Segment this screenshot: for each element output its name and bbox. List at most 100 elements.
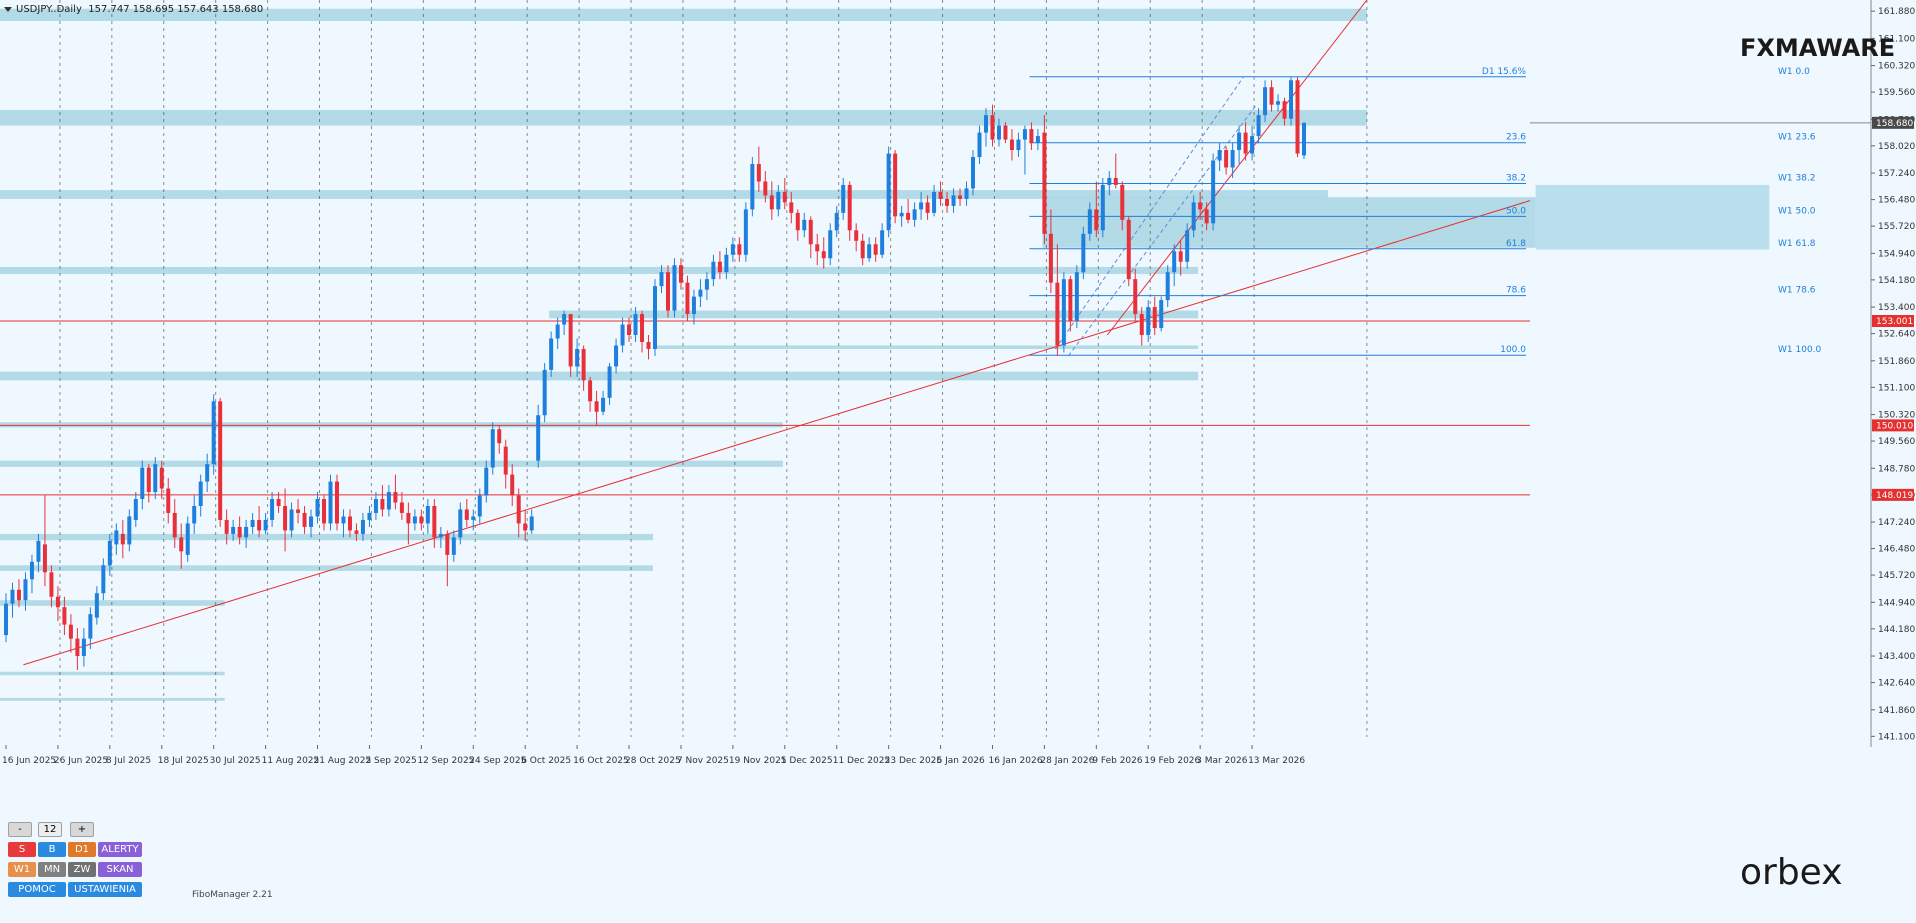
candle-body xyxy=(1295,80,1300,154)
candle xyxy=(133,492,138,527)
candle-body xyxy=(192,505,197,524)
candle xyxy=(406,502,411,545)
timeframe-mn-button[interactable]: MN xyxy=(38,862,66,877)
candle-body xyxy=(231,526,236,534)
x-tick-label: 11 Aug 2025 xyxy=(262,756,320,766)
candle xyxy=(893,150,898,224)
candle xyxy=(1068,275,1073,332)
y-tick-label: 144.940 xyxy=(1878,598,1915,608)
candle-body xyxy=(523,523,528,531)
fib-level-label: W1 50.0 xyxy=(1778,206,1816,216)
candle-body xyxy=(1074,272,1079,322)
help-button[interactable]: POMOC xyxy=(8,882,66,897)
candle-body xyxy=(68,624,73,639)
candle xyxy=(1217,143,1222,171)
y-tick-label: 156.480 xyxy=(1878,196,1915,206)
x-tick-label: 28 Jan 2026 xyxy=(1040,756,1094,766)
zw-button[interactable]: ZW xyxy=(68,862,96,877)
buy-button[interactable]: B xyxy=(38,842,66,857)
candle-body xyxy=(1269,87,1274,105)
candle-body xyxy=(834,212,839,231)
alerts-button[interactable]: ALERTY xyxy=(98,842,142,857)
x-tick-label: 28 Oct 2025 xyxy=(625,756,681,766)
candle-body xyxy=(1126,219,1131,280)
candle xyxy=(107,533,112,576)
candle-body xyxy=(276,499,281,506)
candle-body xyxy=(490,429,495,468)
candle xyxy=(659,265,664,294)
x-tick-label: 12 Sep 2025 xyxy=(417,756,474,766)
candle xyxy=(977,125,982,165)
y-tick-label: 161.100 xyxy=(1878,34,1915,44)
settings-button[interactable]: USTAWIENIA xyxy=(68,882,142,897)
price-tag xyxy=(1872,488,1914,501)
fib-level-value: 38.2 xyxy=(1506,174,1526,184)
candle-body xyxy=(127,516,132,545)
candle xyxy=(633,307,638,342)
candle-body xyxy=(808,219,813,245)
candle-body xyxy=(873,244,878,255)
candle-body xyxy=(367,512,372,520)
candle xyxy=(205,453,210,493)
candle-body xyxy=(562,314,567,325)
candle xyxy=(296,499,301,524)
count-field[interactable]: 12 xyxy=(38,822,62,837)
candle xyxy=(380,485,385,517)
candle xyxy=(646,335,651,360)
candle-body xyxy=(1113,177,1118,185)
candle-body xyxy=(172,512,177,538)
candle xyxy=(549,331,554,377)
candle-body xyxy=(795,212,800,231)
candle xyxy=(23,572,28,611)
candle-body xyxy=(55,596,60,608)
candle-body xyxy=(971,157,976,189)
candle xyxy=(932,184,937,217)
candle xyxy=(750,157,755,217)
candle xyxy=(1185,223,1190,269)
y-tick-label: 146.480 xyxy=(1878,545,1915,555)
candle xyxy=(763,170,768,203)
scan-button[interactable]: SKAN xyxy=(98,862,142,877)
candle-body xyxy=(1250,136,1255,154)
candle xyxy=(1022,125,1027,175)
candle xyxy=(899,205,904,227)
candle xyxy=(860,233,865,266)
fib-level-value: 61.8 xyxy=(1506,239,1526,249)
candle xyxy=(1230,143,1235,178)
candle-body xyxy=(1055,282,1060,346)
candle xyxy=(1289,76,1294,126)
candle-body xyxy=(179,537,184,552)
timeframe-w1-button[interactable]: W1 xyxy=(8,862,36,877)
candle-body xyxy=(120,533,125,545)
candle-body xyxy=(802,219,807,231)
candle-body xyxy=(899,212,904,217)
x-tick-label: 6 Oct 2025 xyxy=(521,756,571,766)
candle-body xyxy=(1243,132,1248,154)
candle-body xyxy=(114,530,119,545)
zone-band xyxy=(549,310,1199,319)
sell-button[interactable]: S xyxy=(8,842,36,857)
candle xyxy=(588,376,593,412)
candle-body xyxy=(1022,129,1027,140)
candle-body xyxy=(711,261,716,280)
candle xyxy=(224,509,229,545)
x-tick-label: 16 Jan 2026 xyxy=(988,756,1042,766)
increase-button[interactable]: + xyxy=(70,822,94,837)
x-tick-label: 24 Sep 2025 xyxy=(469,756,526,766)
candle xyxy=(445,530,450,587)
candle xyxy=(1100,177,1105,238)
candle xyxy=(484,460,489,503)
timeframe-d1-button[interactable]: D1 xyxy=(68,842,96,857)
candle xyxy=(730,237,735,262)
fib-zone-box xyxy=(1535,184,1770,250)
candle-body xyxy=(386,492,391,510)
zone-band xyxy=(1042,197,1536,248)
candle-body xyxy=(146,467,151,493)
candle xyxy=(1191,195,1196,238)
zone-band xyxy=(0,109,1367,126)
decrease-button[interactable]: - xyxy=(8,822,32,837)
chevron-down-icon[interactable] xyxy=(4,6,12,12)
x-tick-label: 26 Jun 2025 xyxy=(54,756,108,766)
